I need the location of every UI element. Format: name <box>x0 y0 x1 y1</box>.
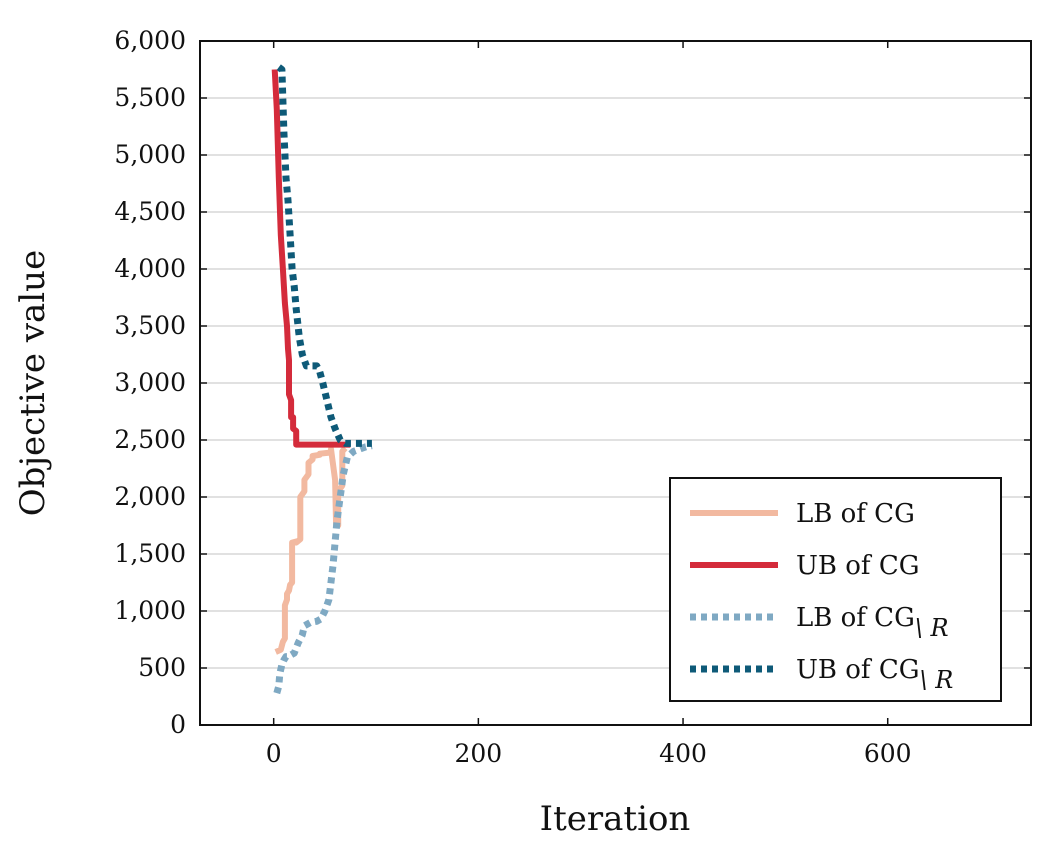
legend-label: UB of CG\ R <box>796 655 953 694</box>
y-tick-label: 0 <box>170 710 186 739</box>
series-line-4 <box>276 64 372 447</box>
series-line-1 <box>274 446 348 655</box>
grid-lines <box>200 97 1031 669</box>
legend-label: UB of CG <box>796 551 920 581</box>
legend-label: LB of CG <box>796 499 915 529</box>
y-axis-title: Objective value <box>13 250 53 516</box>
x-tick-label: 0 <box>266 739 282 768</box>
x-tick-label: 600 <box>864 739 912 768</box>
x-axis: 0 200 400 600 <box>266 41 912 768</box>
y-tick-label: 3,500 <box>114 311 186 340</box>
y-tick-label: 2,000 <box>114 482 186 511</box>
series-line-2 <box>271 69 351 448</box>
y-tick-label: 500 <box>138 653 186 682</box>
y-tick-label: 2,500 <box>114 425 186 454</box>
legend-label: LB of CG\ R <box>796 603 949 642</box>
series-line-3 <box>273 442 373 695</box>
y-tick-label: 4,000 <box>114 254 186 283</box>
y-tick-label: 6,000 <box>114 26 186 55</box>
y-axis: 0 500 1,000 1,500 2,000 2,500 3,000 3,500 4,000 4… <box>114 26 1031 739</box>
x-tick-label: 200 <box>455 739 503 768</box>
x-axis-title: Iteration <box>540 799 691 839</box>
y-tick-label: 5,500 <box>114 83 186 112</box>
series-lines <box>271 64 373 695</box>
y-tick-label: 4,500 <box>114 197 186 226</box>
y-tick-label: 1,000 <box>114 596 186 625</box>
y-tick-label: 5,000 <box>114 140 186 169</box>
y-tick-label: 1,500 <box>114 539 186 568</box>
x-tick-label: 400 <box>659 739 707 768</box>
y-tick-label: 3,000 <box>114 368 186 397</box>
legend: LB of CG UB of CG LB of CG\ R UB of CG\ R <box>669 477 1002 702</box>
